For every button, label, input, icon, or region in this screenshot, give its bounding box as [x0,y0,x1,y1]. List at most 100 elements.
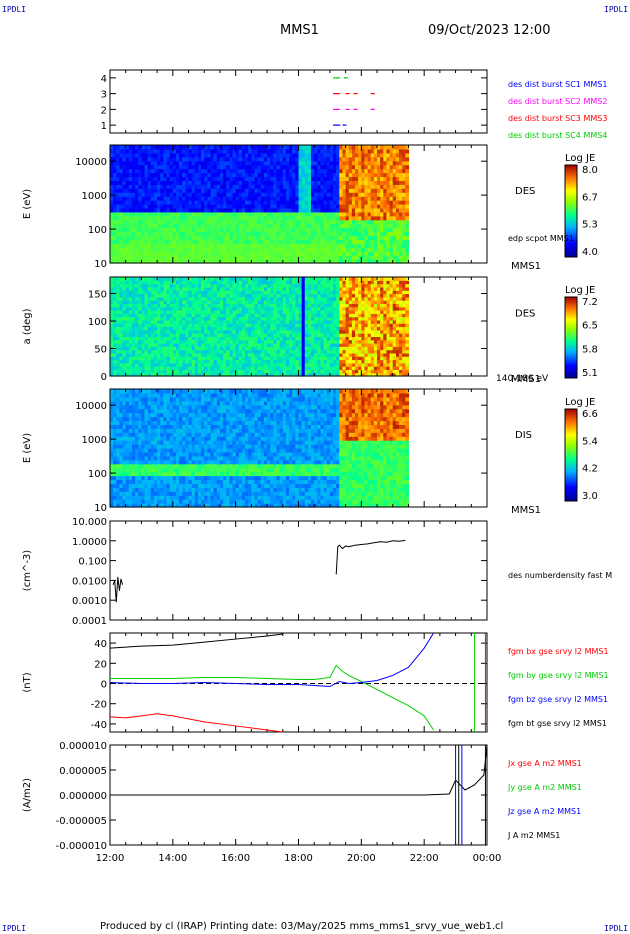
spectrogram-cell [197,336,202,341]
spectrogram-cell [367,152,372,158]
spectrogram-cell [289,223,293,229]
spectrogram-cell [113,283,117,288]
spectrogram-cell [273,290,278,295]
spectrogram-cell [223,352,227,357]
spectrogram-cell [383,227,388,233]
spectrogram-cell [116,176,121,181]
spectrogram-cell [110,239,114,244]
spectrogram-cell [257,152,262,158]
spectrogram-cell [150,215,155,221]
spectrogram-cell [402,176,406,181]
spectrogram-cell [367,148,372,154]
spectrogram-cell [307,280,312,285]
spectrogram-cell [153,235,158,240]
spectrogram-cell [235,180,240,185]
spectrogram-cell [153,239,158,244]
spectrogram-cell [144,323,149,328]
spectrogram-cell [301,346,306,351]
spectrogram-cell [153,227,158,233]
spectrogram-cell [232,352,237,357]
spectrogram-cell [191,356,196,361]
spectrogram-cell [317,145,322,150]
spectrogram-cell [383,223,388,229]
spectrogram-cell [276,247,281,252]
spectrogram-cell [229,219,234,225]
spectrogram-cell [273,160,278,166]
spectrogram-cell [163,251,168,256]
spectrogram-cell [191,323,196,328]
spectrogram-cell [147,280,152,285]
spectrogram-cell [201,316,205,321]
spectrogram-cell [380,188,384,193]
spectrogram-cell [270,323,274,328]
spectrogram-cell [402,145,406,150]
spectrogram-cell [147,243,152,248]
spectrogram-cell [326,231,331,237]
spectrogram-cell [125,316,130,321]
spectrogram-cell [141,313,146,318]
spectrogram-cell [160,148,165,154]
spectrogram-cell [342,196,347,201]
spectrogram-cell [392,243,397,248]
spectrogram-cell [307,247,312,252]
spectrogram-cell [179,255,183,260]
spectrogram-cell [333,180,337,185]
spectrogram-cell [150,207,155,213]
spectrogram-cell [370,219,375,225]
spectrogram-cell [395,156,400,162]
spectrogram-cell [267,235,271,240]
spectrogram-cell [238,303,243,308]
spectrogram-cell [304,326,309,331]
spectrogram-cell [204,239,208,244]
spectrogram-cell [201,339,205,344]
spectrogram-cell [169,310,174,314]
spectrogram-cell [160,168,165,174]
spectrogram-cell [119,356,124,361]
spectrogram-cell [405,196,410,201]
spectrogram-cell [197,184,202,189]
spectrogram-cell [194,290,199,295]
spectrogram-cell [317,148,322,154]
spectrogram-cell [122,346,127,351]
spectrogram-cell [194,184,199,189]
spectrogram-cell [248,343,252,347]
spectrogram-cell [292,184,296,189]
spectrogram-cell [175,316,180,321]
spectrogram-cell [223,211,227,217]
spectrogram-cell [197,359,202,364]
spectrogram-cell [273,192,278,197]
spectrogram-cell [122,223,127,229]
spectrogram-cell [213,192,218,197]
spectrogram-cell [358,223,362,229]
spectrogram-cell [131,366,136,370]
spectrogram-cell [188,343,193,347]
spectrogram-cell [216,306,221,311]
spectrogram-cell [307,352,312,357]
spectrogram-cell [182,336,186,341]
spectrogram-cell [191,319,196,324]
spectrogram-cell [185,339,190,344]
spectrogram-cell [367,251,372,256]
spectrogram-cell [229,329,234,334]
spectrogram-cell [367,176,372,181]
spectrogram-cell [307,326,312,331]
spectrogram-cell [131,349,136,354]
spectrogram-cell [373,247,378,252]
spectrogram-cell [157,145,161,150]
spectrogram-cell [292,239,296,244]
spectrogram-cell [232,372,237,377]
spectrogram-cell [204,251,208,256]
spectrogram-cell [122,359,127,364]
spectrogram-cell [110,313,114,318]
spectrogram-cell [245,247,249,252]
spectrogram-cell [138,152,143,158]
spectrogram-cell [210,188,215,193]
spectrogram-cell [285,286,290,291]
spectrogram-cell [270,313,274,318]
spectrogram-cell [110,223,114,229]
spectrogram-cell [116,286,121,291]
spectrogram-cell [157,148,161,154]
spectrogram-cell [298,339,303,344]
spectrogram-cell [373,156,378,162]
spectrogram-cell [210,290,215,295]
